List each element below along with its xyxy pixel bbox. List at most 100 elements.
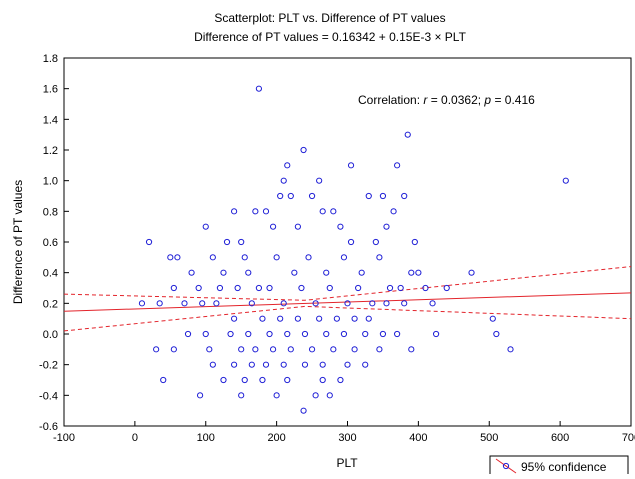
data-point (287, 192, 294, 200)
data-point (365, 192, 372, 200)
data-point (383, 300, 390, 307)
data-point (199, 300, 206, 307)
data-point (196, 392, 204, 399)
data-point (404, 131, 411, 138)
data-point (241, 376, 248, 384)
data-point (266, 330, 273, 338)
data-point (326, 284, 333, 292)
correlation-annotation: Correlation: r = 0.0362; p = 0.416 (358, 93, 535, 107)
data-point (562, 177, 569, 184)
y-tick-label: -0.6 (39, 421, 58, 433)
data-point (411, 238, 418, 246)
data-point (220, 269, 227, 276)
data-point (379, 330, 387, 338)
data-point (234, 284, 241, 292)
y-tick-label: 1.0 (43, 176, 58, 188)
x-tick-label: -100 (53, 432, 75, 444)
data-point (277, 192, 284, 200)
data-point (422, 284, 429, 292)
data-point (262, 208, 270, 215)
regression-line-group (63, 292, 632, 312)
data-point (340, 254, 348, 261)
data-point (223, 238, 231, 246)
data-point (209, 254, 216, 261)
x-tick-label: 700 (622, 432, 635, 444)
data-point (429, 300, 436, 307)
data-point (330, 346, 337, 353)
data-point (245, 269, 252, 276)
y-tick-label: 0.2 (43, 298, 58, 310)
data-point (408, 269, 415, 276)
data-point (255, 85, 263, 92)
data-point (287, 346, 294, 353)
y-axis-label: Difference of PT values (11, 180, 25, 304)
data-point (308, 346, 316, 353)
data-point (337, 376, 344, 384)
confidence-lower-line (63, 305, 632, 332)
y-tick-label: 1.4 (43, 114, 58, 126)
data-point (319, 376, 326, 384)
scatter-points (138, 85, 569, 414)
data-point (294, 223, 301, 230)
data-point (245, 330, 252, 338)
legend-label: 95% confidence (521, 460, 607, 474)
data-point (390, 208, 397, 215)
data-point (394, 330, 401, 338)
data-point (170, 284, 177, 292)
data-point (305, 254, 312, 261)
x-tick-label: 300 (338, 432, 356, 444)
x-axis-ticks: -100 0 100 200 300 400 500 600 700 (53, 421, 635, 444)
data-point (347, 162, 355, 169)
correlation-p-label: p (483, 93, 491, 107)
data-point (145, 238, 153, 246)
data-point (326, 392, 333, 399)
x-tick-label: 200 (267, 432, 285, 444)
correlation-r-label: r (423, 93, 428, 107)
data-point (394, 162, 401, 169)
x-axis-label: PLT (336, 456, 358, 470)
data-point (312, 300, 319, 307)
data-point (312, 392, 319, 399)
data-point (362, 361, 369, 368)
data-point (386, 284, 394, 292)
data-point (195, 284, 202, 292)
data-point (408, 346, 415, 353)
data-point (202, 330, 209, 338)
data-point (443, 284, 450, 292)
data-point (280, 361, 287, 368)
correlation-r-value: = 0.0362; (427, 93, 484, 107)
data-point (259, 315, 266, 322)
data-point (376, 254, 383, 261)
data-point (167, 254, 174, 261)
data-point (323, 269, 330, 276)
y-tick-label: 0.8 (43, 206, 58, 218)
data-point (277, 315, 284, 322)
data-point (262, 361, 270, 368)
data-point (160, 376, 167, 384)
data-point (255, 284, 263, 292)
data-point (259, 376, 266, 384)
data-point (301, 330, 309, 338)
data-point (362, 330, 369, 338)
data-point (432, 330, 440, 338)
data-point (507, 346, 514, 353)
data-point (273, 254, 280, 261)
data-point (369, 300, 376, 307)
data-point (330, 208, 337, 215)
data-point (280, 300, 287, 307)
chart-subtitle: Difference of PT values = 0.16342 + 0.15… (194, 30, 467, 44)
legend-point-swatch (502, 462, 510, 470)
data-point (284, 330, 291, 338)
data-point (376, 346, 383, 353)
data-point (355, 284, 362, 292)
data-point (206, 346, 213, 353)
x-tick-label: 500 (480, 432, 498, 444)
data-point (269, 346, 277, 353)
y-tick-label: 1.6 (43, 84, 58, 96)
x-tick-label: 100 (197, 432, 215, 444)
data-point (284, 376, 291, 384)
data-point (308, 192, 316, 200)
data-point (174, 254, 181, 261)
